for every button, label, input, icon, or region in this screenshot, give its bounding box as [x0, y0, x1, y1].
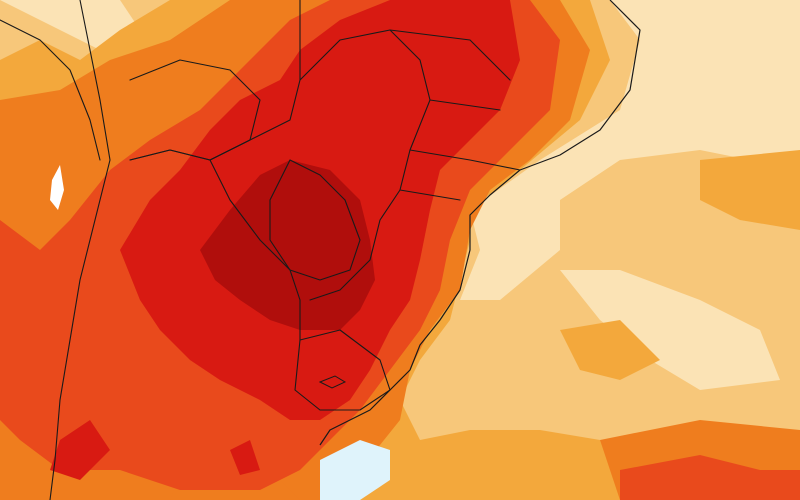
cold-patch — [50, 165, 64, 210]
peru-coast — [0, 19, 101, 161]
paraguay-border — [269, 159, 361, 281]
brazil-states — [299, 0, 521, 201]
bolivia-border — [129, 59, 261, 161]
cold-patch — [320, 440, 390, 500]
chile-border — [49, 0, 111, 500]
lagoa-dos-patos — [318, 375, 347, 389]
country-borders — [0, 0, 641, 500]
uruguay-border — [294, 329, 391, 411]
anomaly-band-6 — [200, 160, 375, 330]
atlantic-coastline — [319, 0, 641, 446]
brazil-border — [209, 29, 431, 301]
